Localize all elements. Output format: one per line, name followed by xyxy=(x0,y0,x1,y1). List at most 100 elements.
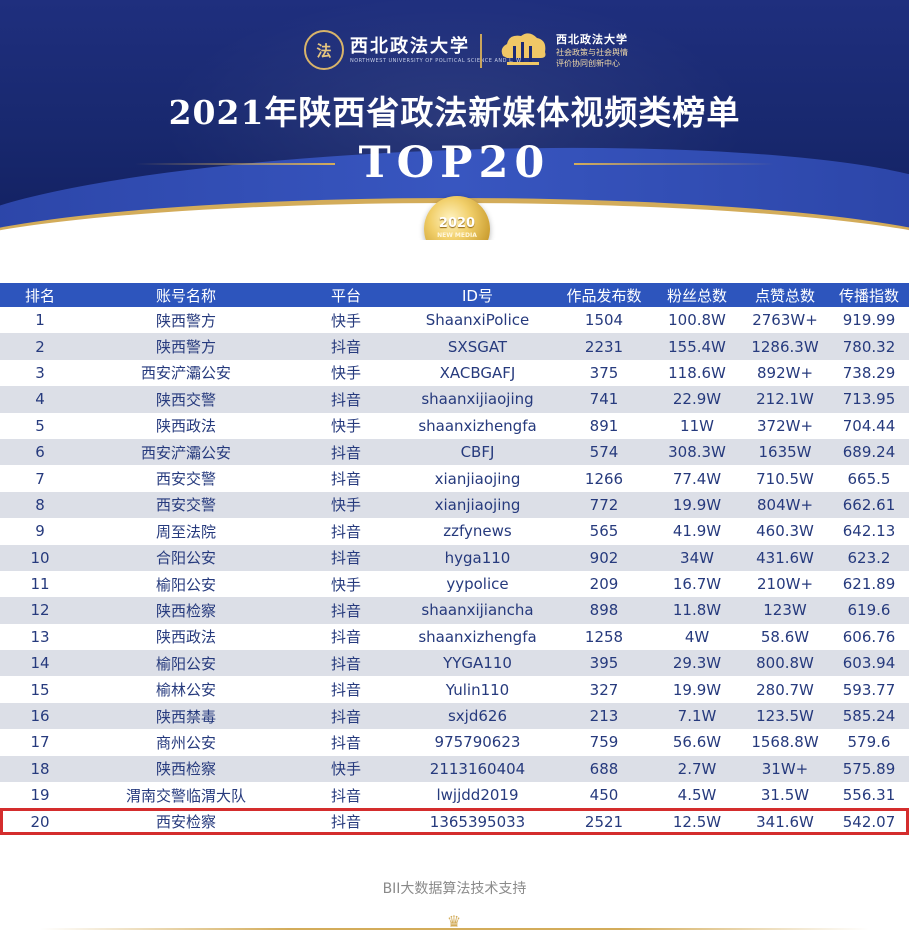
cell-account-id: YYGA110 xyxy=(443,654,512,673)
cell-follower-count: 19.9W xyxy=(672,680,722,699)
cell-like-count: 800.8W xyxy=(756,654,814,673)
cell-follower-count: 77.4W xyxy=(672,469,722,488)
cell-follower-count: 12.5W xyxy=(672,812,722,831)
cell-spread-index: 619.6 xyxy=(847,601,891,620)
table-row: 20 西安检察 抖音 1365395033 2521 12.5W 341.6W 542.07 xyxy=(0,808,909,835)
cell-platform: 快手 xyxy=(330,760,361,779)
cell-platform: 抖音 xyxy=(330,390,361,409)
cell-like-count: 123.5W xyxy=(756,707,814,726)
cell-platform: 快手 xyxy=(330,364,361,383)
cell-like-count: 31.5W xyxy=(760,786,810,805)
table-row: 17 商州公安 抖音 975790623 759 56.6W 1568.8W 579.6 xyxy=(0,729,909,756)
column-header-account: 账号名称 xyxy=(155,286,216,305)
cell-platform: 抖音 xyxy=(330,628,361,647)
cell-post-count: 574 xyxy=(589,443,619,462)
cell-account-id: 975790623 xyxy=(434,733,521,752)
cell-follower-count: 19.9W xyxy=(672,495,722,514)
cell-rank: 6 xyxy=(35,443,45,462)
cell-post-count: 1266 xyxy=(584,469,624,488)
cell-like-count: 892W+ xyxy=(756,363,814,382)
center-university-name: 西北政法大学 xyxy=(556,33,628,46)
cell-platform: 抖音 xyxy=(330,654,361,673)
cell-rank: 15 xyxy=(30,680,50,699)
cell-account-id: 1365395033 xyxy=(429,812,526,831)
cell-like-count: 372W+ xyxy=(756,416,814,435)
cell-spread-index: 542.07 xyxy=(842,812,896,831)
column-header-platform: 平台 xyxy=(330,286,361,305)
table-row: 11 榆阳公安 快手 yypolice 209 16.7W 210W+ 621.89 xyxy=(0,570,909,598)
table-row: 7 西安交警 抖音 xianjiaojing 1266 77.4W 710.5W 665.5 xyxy=(0,465,909,492)
cell-spread-index: 575.89 xyxy=(842,759,896,778)
cell-like-count: 460.3W xyxy=(756,522,814,541)
university-english-name: NORTHWEST UNIVERSITY OF POLITICAL SCIENC… xyxy=(350,58,522,64)
cell-spread-index: 623.2 xyxy=(847,548,891,567)
cell-platform: 抖音 xyxy=(330,813,361,832)
cell-account-name: 陕西交警 xyxy=(155,390,216,409)
cell-rank: 2 xyxy=(35,337,45,356)
cell-account-id: 2113160404 xyxy=(429,759,526,778)
cell-platform: 抖音 xyxy=(330,443,361,462)
cell-like-count: 31W+ xyxy=(761,759,809,778)
table-row: 8 西安交警 快手 xianjiaojing 772 19.9W 804W+ 662.61 xyxy=(0,491,909,519)
medal-year: 2020 xyxy=(438,216,476,231)
table-row: 14 榆阳公安 抖音 YYGA110 395 29.3W 800.8W 603.94 xyxy=(0,650,909,677)
table-row: 5 陕西政法 快手 shaanxizhengfa 891 11W 372W+ 704.44 xyxy=(0,412,909,439)
cell-like-count: 210W+ xyxy=(756,575,814,594)
cell-follower-count: 34W xyxy=(680,548,714,567)
page-title: 2021年陕西省政法新媒体视频类榜单 xyxy=(168,93,741,132)
cell-account-id: zzfynews xyxy=(443,522,512,541)
column-header-id: ID号 xyxy=(462,286,493,305)
cell-rank: 8 xyxy=(35,495,45,514)
cell-spread-index: 689.24 xyxy=(842,443,896,462)
cell-account-name: 周至法院 xyxy=(155,522,216,541)
title-divider-right xyxy=(574,163,774,165)
cell-follower-count: 41.9W xyxy=(672,522,722,541)
cell-rank: 4 xyxy=(35,390,45,409)
cell-spread-index: 642.13 xyxy=(842,522,896,541)
cell-account-name: 西安交警 xyxy=(155,496,216,515)
cell-account-id: sxjd626 xyxy=(447,707,507,726)
cell-account-id: XACBGAFJ xyxy=(439,363,516,382)
cell-account-id: shaanxizhengfa xyxy=(418,416,537,435)
cell-spread-index: 738.29 xyxy=(842,363,896,382)
cell-account-id: SXSGAT xyxy=(447,337,508,356)
table-row: 16 陕西禁毒 抖音 sxjd626 213 7.1W 123.5W 585.24 xyxy=(0,702,909,730)
cell-rank: 18 xyxy=(30,759,50,778)
cell-post-count: 2231 xyxy=(584,337,624,356)
cell-follower-count: 29.3W xyxy=(672,654,722,673)
cell-account-id: xianjiaojing xyxy=(434,495,521,514)
cell-spread-index: 780.32 xyxy=(842,337,896,356)
cell-platform: 抖音 xyxy=(330,786,361,805)
table-header: 排名 账号名称 平台 ID号 作品发布数 粉丝总数 点赞总数 传播指数 xyxy=(0,283,909,307)
cell-platform: 抖音 xyxy=(330,338,361,357)
table-row: 15 榆林公安 抖音 Yulin110 327 19.9W 280.7W 593.77 xyxy=(0,676,909,703)
cell-like-count: 341.6W xyxy=(756,812,814,831)
cell-platform: 快手 xyxy=(330,496,361,515)
cell-follower-count: 16.7W xyxy=(672,575,722,594)
table-row: 19 渭南交警临渭大队 抖音 lwjjdd2019 450 4.5W 31.5W 556.31 xyxy=(0,782,909,809)
cell-post-count: 2521 xyxy=(584,812,624,831)
cell-spread-index: 593.77 xyxy=(842,680,896,699)
cell-account-name: 陕西警方 xyxy=(155,338,216,357)
cell-post-count: 395 xyxy=(589,654,619,673)
cell-platform: 抖音 xyxy=(330,681,361,700)
column-header-index: 传播指数 xyxy=(838,286,899,305)
cell-account-id: shaanxijiancha xyxy=(421,601,534,620)
table-body: 1 陕西警方 快手 ShaanxiPolice 1504 100.8W 2763W+ 919.… xyxy=(0,307,909,835)
cell-account-name: 西安浐灞公安 xyxy=(140,364,231,383)
table-row: 18 陕西检察 快手 2113160404 688 2.7W 31W+ 575.89 xyxy=(0,755,909,783)
logo-divider xyxy=(480,34,482,68)
cell-rank: 14 xyxy=(30,654,50,673)
table-row: 4 陕西交警 抖音 shaanxijiaojing 741 22.9W 212.1W 713.… xyxy=(0,386,909,413)
cell-like-count: 123W xyxy=(763,601,807,620)
cell-account-name: 西安检察 xyxy=(155,813,216,832)
cell-platform: 快手 xyxy=(330,575,361,594)
cell-post-count: 565 xyxy=(589,522,619,541)
cell-post-count: 902 xyxy=(589,548,619,567)
cell-account-id: shaanxizhengfa xyxy=(418,627,537,646)
cell-spread-index: 621.89 xyxy=(842,575,896,594)
page-subtitle: TOP20 xyxy=(358,138,551,188)
table-row: 9 周至法院 抖音 zzfynews 565 41.9W 460.3W 642.13 xyxy=(0,518,909,545)
table-row: 2 陕西警方 抖音 SXSGAT 2231 155.4W 1286.3W 780.32 xyxy=(0,333,909,360)
cell-like-count: 58.6W xyxy=(760,627,810,646)
